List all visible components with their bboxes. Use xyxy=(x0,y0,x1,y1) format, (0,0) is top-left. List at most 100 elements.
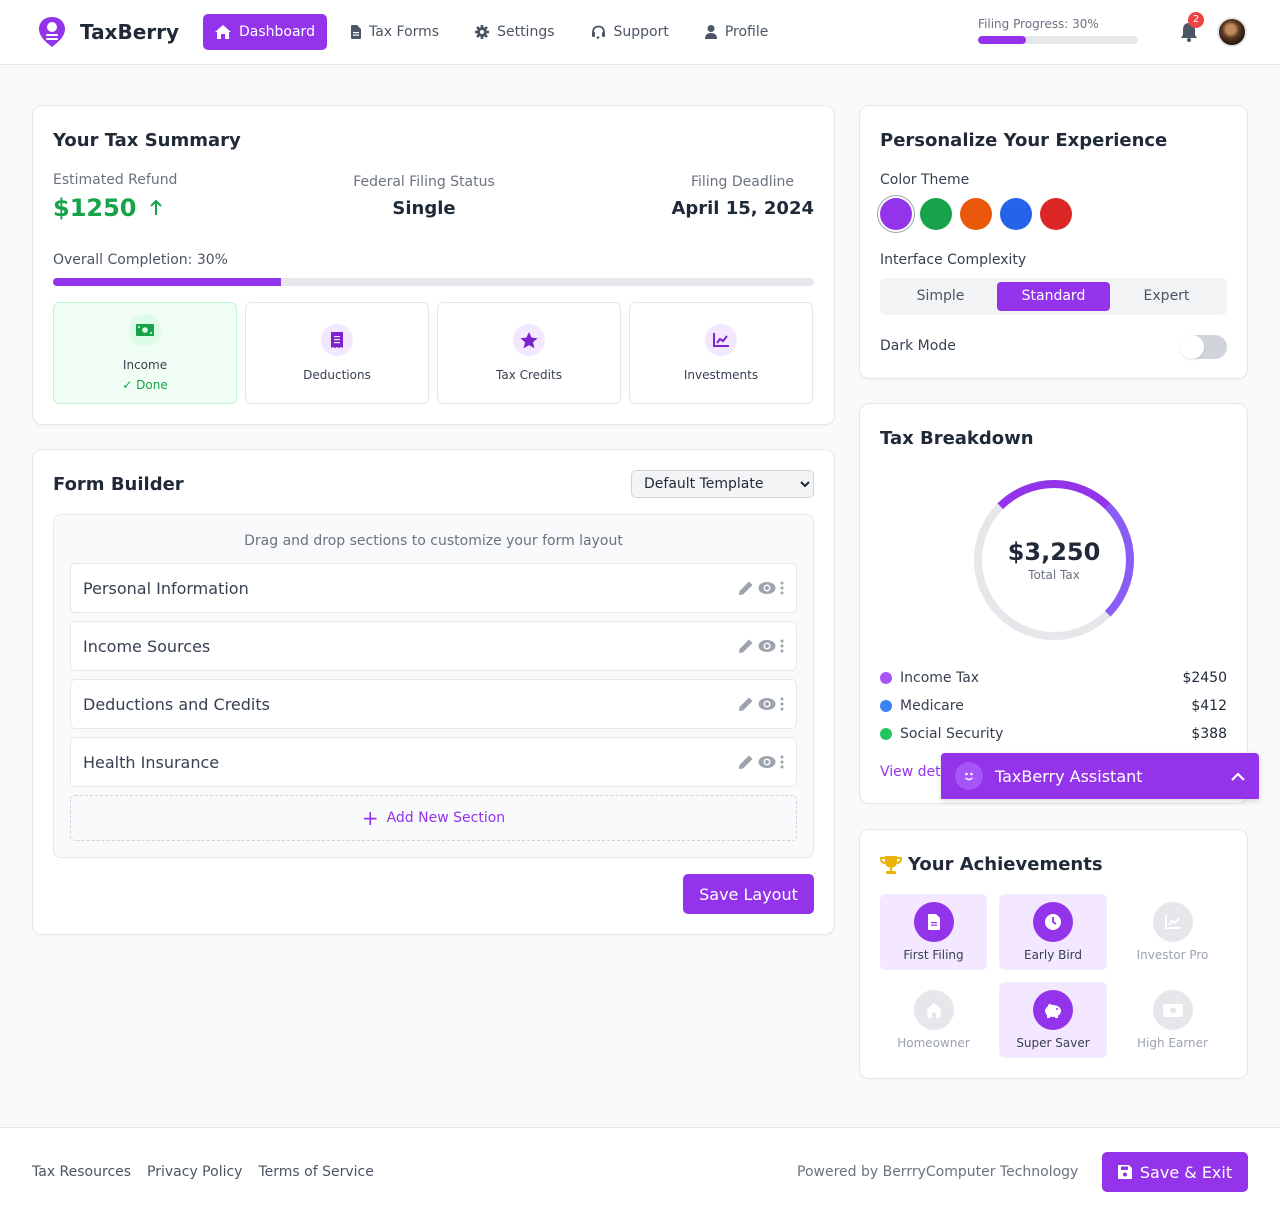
footer-links: Tax Resources Privacy Policy Terms of Se… xyxy=(32,1164,374,1180)
arrow-up-icon xyxy=(150,199,162,215)
stat-value: April 15, 2024 xyxy=(671,198,814,219)
edit-icon[interactable] xyxy=(738,696,754,712)
add-section-label: Add New Section xyxy=(386,810,506,826)
complexity-simple[interactable]: Simple xyxy=(916,288,965,304)
section-item[interactable]: Deductions and Credits xyxy=(70,679,797,729)
legend-dot xyxy=(880,672,892,684)
achievement-investor-pro[interactable]: Investor Pro xyxy=(1119,894,1226,970)
step-status: ✓ Done xyxy=(122,378,168,392)
top-navbar: TaxBerry Dashboard Tax Forms Settings Su… xyxy=(0,0,1280,65)
eye-icon[interactable] xyxy=(758,697,776,711)
logo-icon xyxy=(39,17,65,47)
more-vertical-icon[interactable] xyxy=(780,697,784,711)
edit-icon[interactable] xyxy=(738,754,754,770)
legend-label: Medicare xyxy=(900,698,964,714)
chevron-up-icon[interactable] xyxy=(1231,771,1245,781)
footer-link-privacy[interactable]: Privacy Policy xyxy=(147,1164,243,1180)
filing-progress-label: Filing Progress: 30% xyxy=(978,17,1099,31)
achievements-grid: First Filing Early Bird Investor Pro Hom… xyxy=(880,894,1226,1058)
more-vertical-icon[interactable] xyxy=(780,639,784,653)
total-tax-value: $3,250 xyxy=(1007,538,1101,566)
complexity-label: Interface Complexity xyxy=(880,252,1027,268)
card-title: Form Builder xyxy=(53,474,184,495)
achievement-name: Investor Pro xyxy=(1136,948,1209,962)
swatch-orange[interactable] xyxy=(960,198,992,230)
footer-link-terms[interactable]: Terms of Service xyxy=(258,1164,374,1180)
donut-center: $3,250 Total Tax xyxy=(974,480,1134,640)
footer: Tax Resources Privacy Policy Terms of Se… xyxy=(0,1127,1280,1216)
swatch-red[interactable] xyxy=(1040,198,1072,230)
app-name: TaxBerry xyxy=(80,20,180,44)
edit-icon[interactable] xyxy=(738,580,754,596)
nav-support[interactable]: Support xyxy=(579,14,681,50)
achievement-name: High Earner xyxy=(1137,1036,1208,1050)
tax-donut-chart xyxy=(974,480,1134,640)
nav-label: Settings xyxy=(497,24,555,40)
step-name: Tax Credits xyxy=(496,368,562,382)
assistant-widget[interactable]: TaxBerry Assistant xyxy=(941,753,1259,799)
template-select[interactable]: Default Template xyxy=(631,470,814,498)
footer-link-tax-resources[interactable]: Tax Resources xyxy=(32,1164,132,1180)
complexity-segmented: Simple Standard Expert xyxy=(880,278,1227,315)
nav-tax-forms[interactable]: Tax Forms xyxy=(339,14,451,50)
save-exit-button[interactable]: Save & Exit xyxy=(1102,1152,1248,1192)
plus-icon: + xyxy=(361,806,379,830)
more-vertical-icon[interactable] xyxy=(780,755,784,769)
color-swatches xyxy=(880,198,1072,230)
notification-badge: 2 xyxy=(1188,12,1204,28)
achievements-card: Your Achievements First Filing Early Bir… xyxy=(859,829,1248,1079)
nav-label: Tax Forms xyxy=(368,24,440,40)
legend-dot xyxy=(880,728,892,740)
achievement-early-bird[interactable]: Early Bird xyxy=(999,894,1107,970)
avatar[interactable] xyxy=(1217,17,1247,47)
achievement-first-filing[interactable]: First Filing xyxy=(880,894,987,970)
achievement-name: Homeowner xyxy=(897,1036,970,1050)
save-layout-button[interactable]: Save Layout xyxy=(683,874,814,914)
filing-progress: Filing Progress: 30% xyxy=(978,17,1138,44)
section-item[interactable]: Personal Information xyxy=(70,563,797,613)
eye-icon[interactable] xyxy=(758,639,776,653)
section-item[interactable]: Health Insurance xyxy=(70,737,797,787)
logo[interactable]: TaxBerry xyxy=(38,16,179,48)
achievement-high-earner[interactable]: High Earner xyxy=(1119,982,1226,1058)
receipt-icon xyxy=(331,332,343,348)
clock-icon xyxy=(1045,914,1061,930)
section-item[interactable]: Income Sources xyxy=(70,621,797,671)
nav-profile[interactable]: Profile xyxy=(693,14,781,50)
eye-icon[interactable] xyxy=(758,755,776,769)
step-deductions[interactable]: Deductions xyxy=(245,302,429,404)
home-icon xyxy=(924,1002,943,1018)
achievement-super-saver[interactable]: Super Saver xyxy=(999,982,1107,1058)
achievement-homeowner[interactable]: Homeowner xyxy=(880,982,987,1058)
more-vertical-icon[interactable] xyxy=(780,581,784,595)
swatch-blue[interactable] xyxy=(1000,198,1032,230)
stat-label: Estimated Refund xyxy=(53,172,178,188)
filing-deadline: Filing Deadline April 15, 2024 xyxy=(633,174,814,219)
step-tax-credits[interactable]: Tax Credits xyxy=(437,302,621,404)
nav-dashboard[interactable]: Dashboard xyxy=(203,14,327,50)
eye-icon[interactable] xyxy=(758,581,776,595)
swatch-green[interactable] xyxy=(920,198,952,230)
complexity-standard[interactable]: Standard xyxy=(997,282,1110,311)
section-drop-zone[interactable]: Drag and drop sections to customize your… xyxy=(53,514,814,858)
card-title: Personalize Your Experience xyxy=(880,130,1168,151)
swatch-purple[interactable] xyxy=(880,198,912,230)
smile-icon xyxy=(955,762,983,790)
legend-item: Social Security $388 xyxy=(880,726,1227,742)
step-income[interactable]: Income ✓ Done xyxy=(53,302,237,404)
stat-value: Single xyxy=(392,198,456,219)
nav-settings[interactable]: Settings xyxy=(463,14,566,50)
dark-mode-toggle[interactable] xyxy=(1180,335,1227,359)
estimated-refund: Estimated Refund $1250 xyxy=(53,172,177,222)
home-icon xyxy=(215,25,231,39)
save-exit-label: Save & Exit xyxy=(1139,1162,1233,1182)
add-section-button[interactable]: + Add New Section xyxy=(70,795,797,841)
legend-item: Medicare $412 xyxy=(880,698,1227,714)
edit-icon[interactable] xyxy=(738,638,754,654)
refund-amount: $1250 xyxy=(53,194,137,222)
complexity-expert[interactable]: Expert xyxy=(1143,288,1190,304)
section-title: Personal Information xyxy=(83,578,249,598)
nav-label: Support xyxy=(613,24,669,40)
stat-value: $1250 xyxy=(53,194,177,222)
step-investments[interactable]: Investments xyxy=(629,302,813,404)
